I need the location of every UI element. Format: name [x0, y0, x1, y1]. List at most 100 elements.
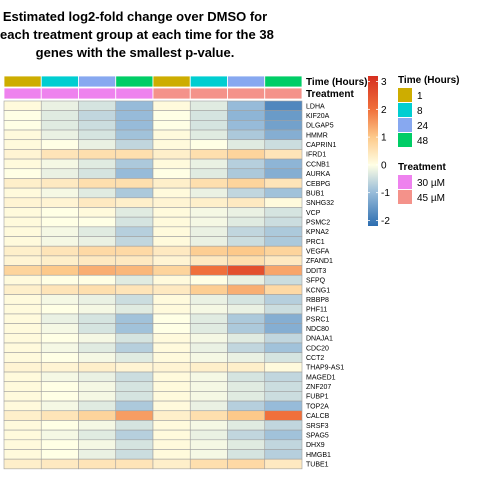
heatmap-cell — [152, 449, 191, 460]
heatmap-cell — [115, 129, 154, 141]
heatmap-cell — [189, 245, 228, 257]
heatmap-cell — [3, 236, 42, 247]
row-label: DDIT3 — [306, 268, 326, 275]
heatmap-cell — [3, 381, 42, 392]
color-bar-label: 2 — [381, 105, 387, 116]
heatmap-cell — [227, 245, 266, 257]
color-bar-label: 3 — [381, 77, 387, 88]
heatmap-cell — [40, 236, 79, 247]
heatmap-cell — [78, 381, 117, 392]
heatmap-cell — [152, 139, 191, 150]
heatmap-cell — [264, 245, 303, 257]
heatmap-cell — [40, 265, 79, 276]
heatmap-cell — [264, 342, 303, 353]
heatmap-cell — [189, 371, 228, 383]
heatmap-cell — [3, 168, 42, 179]
row-label: HMGB1 — [306, 452, 331, 459]
heatmap-cell — [115, 323, 154, 334]
heatmap-cell — [40, 245, 79, 257]
heatmap-cell — [264, 236, 303, 247]
heatmap-cell — [264, 429, 303, 441]
heatmap-cell — [115, 313, 154, 324]
row-label: LDHA — [306, 103, 325, 110]
heatmap-cell — [227, 158, 266, 170]
heatmap-cell — [264, 265, 303, 276]
heatmap-cell — [227, 129, 266, 141]
heatmap-cell — [115, 352, 154, 363]
heatmap-cell — [78, 294, 117, 305]
heatmap-cell — [152, 110, 191, 121]
heatmap-cell — [3, 294, 42, 305]
treatment-legend-title: Treatment — [398, 162, 446, 173]
heatmap-cell — [264, 178, 303, 189]
heatmap-cell — [189, 362, 228, 373]
row-label: SRSF3 — [306, 423, 329, 430]
annotation-treatment-cell — [3, 87, 42, 100]
heatmap-cell — [78, 216, 117, 228]
heatmap-cell — [40, 449, 79, 460]
heatmap-cell — [78, 100, 117, 111]
heatmap-cell — [115, 429, 154, 441]
row-label: RBBP8 — [306, 297, 329, 304]
annotation-treatment-cell — [115, 87, 154, 100]
row-label: DLGAP5 — [306, 123, 334, 130]
heatmap-cell — [264, 139, 303, 150]
heatmap-cell — [264, 120, 303, 131]
heatmap-cell — [264, 216, 303, 228]
heatmap-cell — [264, 439, 303, 450]
heatmap-cell — [40, 294, 79, 305]
heatmap-cell — [152, 371, 191, 383]
heatmap-cell — [115, 284, 154, 295]
heatmap-cell — [264, 294, 303, 305]
heatmap-cell — [264, 207, 303, 218]
heatmap-cell — [227, 458, 266, 470]
heatmap-cell — [40, 342, 79, 353]
row-label: VEGFA — [306, 249, 330, 256]
heatmap-cell — [189, 197, 228, 208]
treatment-legend-swatch — [398, 190, 412, 204]
heatmap-cell — [115, 265, 154, 276]
heatmap-cell — [115, 458, 154, 470]
heatmap-cell — [78, 120, 117, 131]
heatmap-cell — [3, 391, 42, 402]
heatmap-cell — [189, 323, 228, 334]
heatmap-cell — [152, 187, 191, 199]
heatmap-cell — [78, 439, 117, 450]
treatment-legend-label: 45 µM — [417, 193, 445, 204]
heatmap-cell — [189, 420, 228, 431]
row-label: TOP2A — [306, 403, 329, 410]
heatmap-cell — [152, 410, 191, 421]
heatmap-cell — [189, 236, 228, 247]
heatmap-cell — [115, 391, 154, 402]
row-label: PSRC1 — [306, 316, 329, 323]
heatmap-cell — [115, 110, 154, 121]
heatmap-cell — [3, 110, 42, 121]
heatmap-cell — [40, 216, 79, 228]
heatmap-cell — [40, 313, 79, 324]
heatmap-cell — [152, 129, 191, 141]
color-bar-label: 1 — [381, 133, 387, 144]
heatmap-cell — [227, 294, 266, 305]
heatmap-cell — [264, 110, 303, 121]
row-label: CCT2 — [306, 355, 324, 362]
heatmap-cell — [189, 303, 228, 315]
heatmap-cell — [227, 410, 266, 421]
heatmap-cell — [3, 216, 42, 228]
heatmap-cell — [40, 362, 79, 373]
row-label: FUBP1 — [306, 394, 329, 401]
annotation-time-cell — [189, 75, 228, 88]
heatmap-cell — [189, 449, 228, 460]
heatmap-cell — [115, 100, 154, 111]
heatmap-cell — [152, 342, 191, 353]
heatmap-cell — [40, 197, 79, 208]
heatmap-cell — [189, 168, 228, 179]
heatmap-cell — [152, 439, 191, 450]
heatmap-cell — [227, 120, 266, 131]
heatmap-cell — [78, 149, 117, 160]
heatmap-cell — [152, 323, 191, 334]
row-label: IFRD1 — [306, 152, 326, 159]
color-bar-label: -1 — [381, 188, 390, 199]
heatmap-cell — [40, 168, 79, 179]
heatmap-cell — [78, 303, 117, 315]
annotation-time-cell — [264, 75, 303, 88]
